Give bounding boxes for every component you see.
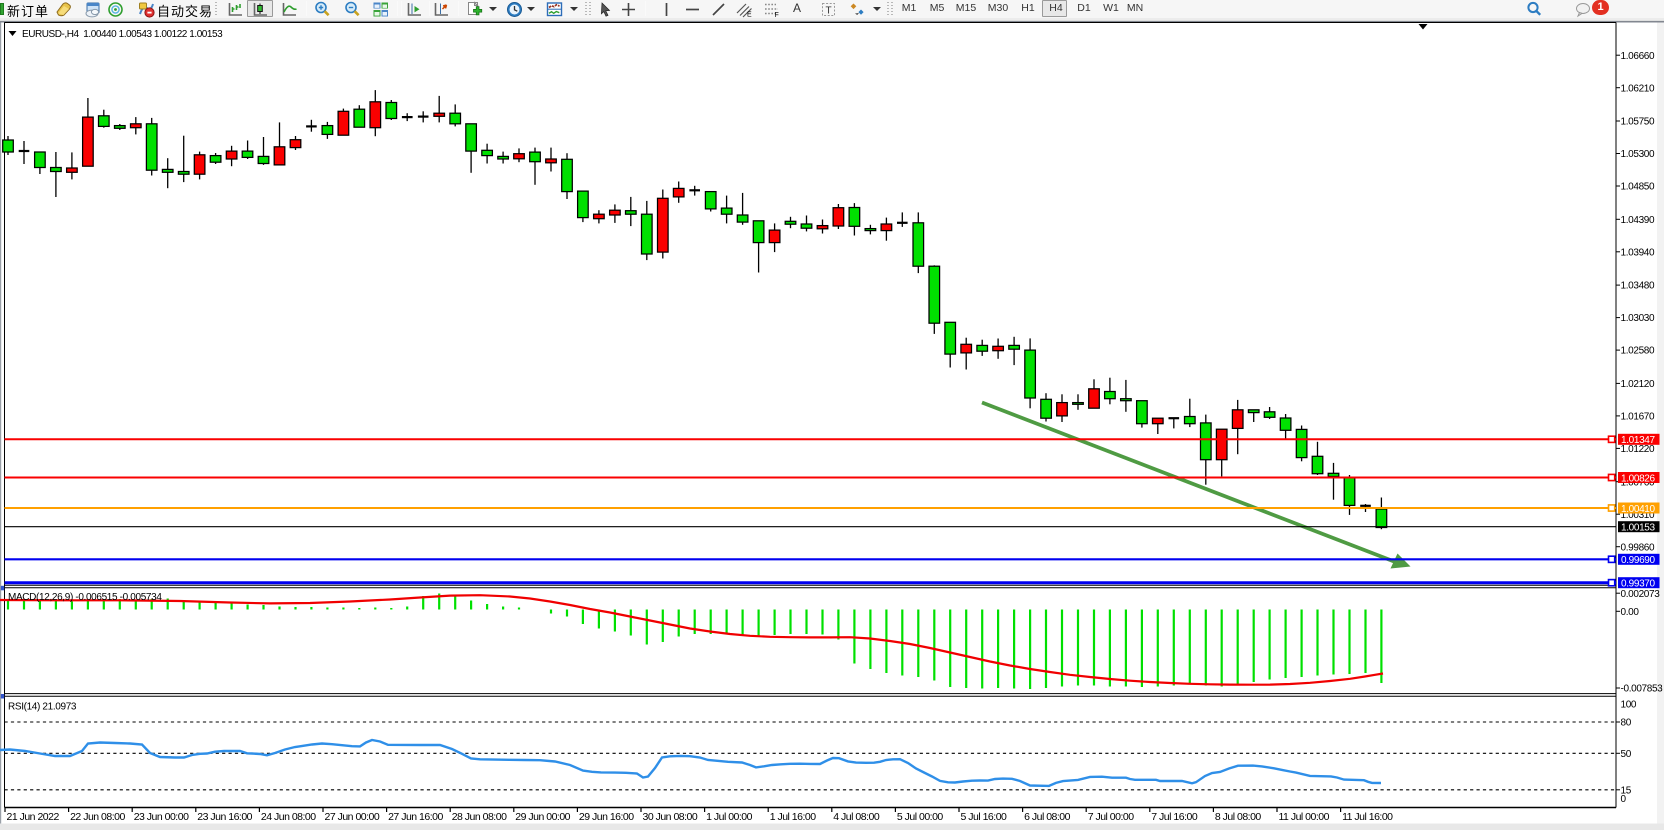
svg-text:1.00826: 1.00826 <box>1621 473 1655 484</box>
svg-text:7 Jul 00:00: 7 Jul 00:00 <box>1088 811 1135 823</box>
svg-text:8 Jul 08:00: 8 Jul 08:00 <box>1215 811 1262 823</box>
svg-text:1.03480: 1.03480 <box>1621 281 1655 292</box>
svg-text:80: 80 <box>1621 718 1632 729</box>
svg-text:1.04390: 1.04390 <box>1621 215 1655 226</box>
svg-text:1 Jul 00:00: 1 Jul 00:00 <box>706 811 753 823</box>
svg-text:1.02580: 1.02580 <box>1621 346 1655 357</box>
svg-text:0.99690: 0.99690 <box>1621 555 1655 566</box>
svg-text:29 Jun 00:00: 29 Jun 00:00 <box>515 811 570 823</box>
svg-text:22 Jun 08:00: 22 Jun 08:00 <box>70 811 125 823</box>
svg-text:1.01670: 1.01670 <box>1621 412 1655 423</box>
svg-text:1.02120: 1.02120 <box>1621 379 1655 390</box>
svg-text:5 Jul 00:00: 5 Jul 00:00 <box>897 811 944 823</box>
svg-text:E: E <box>747 11 752 18</box>
svg-text:F: F <box>775 12 779 18</box>
svg-text:RSI(14) 21.0973: RSI(14) 21.0973 <box>8 702 77 713</box>
svg-text:6 Jul 08:00: 6 Jul 08:00 <box>1024 811 1071 823</box>
svg-text:23 Jun 16:00: 23 Jun 16:00 <box>197 811 252 823</box>
svg-text:24 Jun 08:00: 24 Jun 08:00 <box>261 811 316 823</box>
svg-text:1.05300: 1.05300 <box>1621 149 1655 160</box>
svg-text:1.00153: 1.00153 <box>1621 523 1655 534</box>
svg-text:1.05750: 1.05750 <box>1621 117 1655 128</box>
svg-text:0: 0 <box>1621 794 1627 805</box>
svg-text:11 Jul 00:00: 11 Jul 00:00 <box>1279 811 1330 823</box>
svg-text:28 Jun 08:00: 28 Jun 08:00 <box>452 811 507 823</box>
svg-text:100: 100 <box>1621 700 1637 711</box>
svg-text:7 Jul 16:00: 7 Jul 16:00 <box>1151 811 1198 823</box>
svg-text:21 Jun 2022: 21 Jun 2022 <box>7 811 60 823</box>
svg-text:11 Jul 16:00: 11 Jul 16:00 <box>1342 811 1393 823</box>
svg-text:23 Jun 00:00: 23 Jun 00:00 <box>134 811 189 823</box>
svg-text:1.00310: 1.00310 <box>1621 510 1655 521</box>
svg-text:T: T <box>826 5 832 16</box>
svg-text:15: 15 <box>1621 785 1632 796</box>
svg-text:1.01347: 1.01347 <box>1621 435 1655 446</box>
svg-text:-0.007853: -0.007853 <box>1621 684 1664 695</box>
svg-text:50: 50 <box>1621 749 1632 760</box>
svg-text:1.06660: 1.06660 <box>1621 51 1655 62</box>
svg-text:MACD(12,26,9) -0.006515 -0.005: MACD(12,26,9) -0.006515 -0.005734 <box>8 592 162 603</box>
svg-text:1.04850: 1.04850 <box>1621 182 1655 193</box>
svg-text:5 Jul 16:00: 5 Jul 16:00 <box>961 811 1008 823</box>
svg-text:27 Jun 00:00: 27 Jun 00:00 <box>325 811 380 823</box>
svg-text:0.002073: 0.002073 <box>1621 589 1661 600</box>
svg-text:1.01220: 1.01220 <box>1621 444 1655 455</box>
svg-text:4 Jul 08:00: 4 Jul 08:00 <box>833 811 880 823</box>
svg-text:29 Jun 16:00: 29 Jun 16:00 <box>579 811 634 823</box>
svg-text:1.00410: 1.00410 <box>1621 504 1655 515</box>
svg-text:27 Jun 16:00: 27 Jun 16:00 <box>388 811 443 823</box>
svg-text:0.99370: 0.99370 <box>1621 579 1655 590</box>
svg-text:EURUSD-,H4 1.00440 1.00543 1.: EURUSD-,H4 1.00440 1.00543 1.00122 1.001… <box>22 29 223 40</box>
svg-text:1.03940: 1.03940 <box>1621 247 1655 258</box>
svg-text:30 Jun 08:00: 30 Jun 08:00 <box>643 811 698 823</box>
svg-text:0.99860: 0.99860 <box>1621 542 1655 553</box>
svg-text:1 Jul 16:00: 1 Jul 16:00 <box>770 811 817 823</box>
svg-text:1.06210: 1.06210 <box>1621 83 1655 94</box>
svg-text:1.03030: 1.03030 <box>1621 313 1655 324</box>
svg-text:0.00: 0.00 <box>1621 607 1640 618</box>
